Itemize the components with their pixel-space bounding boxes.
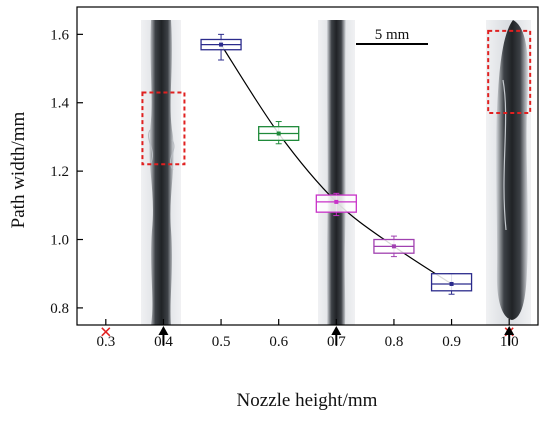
y-axis-ticks: 0.8 1.0 1.2 1.4 1.6 bbox=[50, 27, 83, 317]
box-0.9 bbox=[430, 273, 473, 295]
box-mean bbox=[391, 244, 396, 249]
y-axis-title: Path width/mm bbox=[8, 111, 29, 228]
x-tick-label: 0.3 bbox=[96, 334, 115, 350]
arrow-up bbox=[331, 326, 342, 345]
box-mean bbox=[219, 42, 224, 47]
boxes bbox=[200, 33, 473, 295]
x-axis-title: Nozzle height/mm bbox=[237, 390, 378, 411]
box-0.6 bbox=[258, 121, 300, 145]
x-tick-label: 0.6 bbox=[269, 334, 288, 350]
box-mean bbox=[334, 199, 339, 204]
box-0.7 bbox=[315, 192, 357, 217]
box-mean bbox=[276, 131, 281, 136]
box-mean bbox=[449, 281, 454, 286]
y-tick-label: 1.6 bbox=[50, 27, 69, 43]
defect-boxes bbox=[141, 29, 532, 166]
arrow-up bbox=[504, 326, 515, 345]
photo-path-1.0 bbox=[486, 20, 531, 325]
photo-path-0.7 bbox=[318, 20, 355, 325]
y-tick-label: 0.8 bbox=[50, 301, 69, 317]
x-tick-label: 0.5 bbox=[212, 334, 231, 350]
box-0.8 bbox=[373, 235, 415, 258]
arrow-up bbox=[158, 326, 169, 345]
y-tick-label: 1.2 bbox=[50, 164, 69, 180]
plot-frame bbox=[76, 6, 539, 326]
y-tick-label: 1.0 bbox=[50, 233, 69, 249]
y-tick-label: 1.4 bbox=[50, 96, 69, 112]
scale-bar-label: 5 mm bbox=[375, 27, 410, 43]
scale-bar: 5 mm bbox=[356, 27, 428, 45]
defect-box bbox=[487, 29, 532, 114]
x-tick-label: 0.8 bbox=[385, 334, 404, 350]
failed-marker bbox=[101, 327, 111, 337]
photo-path-0.4 bbox=[141, 20, 181, 325]
box-0.5 bbox=[200, 33, 242, 61]
micrograph-photos bbox=[141, 20, 531, 325]
arrows bbox=[158, 326, 515, 345]
defect-box bbox=[141, 91, 186, 166]
x-tick-label: 0.9 bbox=[442, 334, 461, 350]
